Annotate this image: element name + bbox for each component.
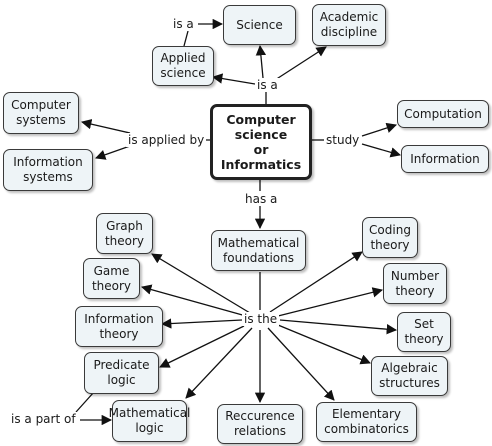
edge-appliedby-to-compsys (80, 119, 131, 134)
node-computer-science[interactable]: Computer science or Informatics (210, 104, 312, 180)
edge-applied-to-isa-top (183, 30, 189, 47)
node-predicate-logic[interactable]: Predicate logic (84, 352, 159, 394)
node-number-theory[interactable]: Number theory (383, 263, 447, 304)
edge-isthe-to-coding (269, 251, 363, 313)
edge-predicate-to-partof (75, 391, 95, 413)
node-information[interactable]: Information (401, 145, 489, 173)
node-coding-theory[interactable]: Coding theory (362, 217, 418, 258)
link-label-is-the: is the (242, 312, 280, 326)
node-mathematical-foundations[interactable]: Mathematical foundations (211, 230, 306, 271)
edge-isa-to-academic (274, 46, 327, 81)
edge-isa-to-applied (211, 73, 256, 85)
edge-appliedby-to-infosys (95, 145, 131, 160)
edge-isthe-to-combinatorics (267, 327, 335, 401)
edge-isthe-to-algebraic (277, 324, 371, 365)
link-label-is-a: is a (255, 78, 280, 92)
edge-study-to-computation (361, 122, 397, 137)
node-mathematical-logic[interactable]: Mathematical logic (109, 400, 190, 442)
link-label-is-a-part-of: is a part of (9, 412, 78, 426)
node-computation[interactable]: Computation (397, 100, 489, 128)
edge-isa-to-science (255, 44, 267, 79)
node-applied-science[interactable]: Applied science (152, 46, 214, 86)
node-academic-discipline[interactable]: Academic discipline (312, 4, 386, 46)
edge-isthe-to-set (279, 319, 398, 335)
edge-isthe-to-graph (151, 253, 251, 314)
link-label-is-a-top: is a (171, 17, 196, 31)
node-information-systems[interactable]: Information systems (3, 149, 93, 191)
edge-isthe-to-number (277, 287, 384, 317)
node-computer-systems[interactable]: Computer systems (3, 92, 79, 134)
edge-isthe-to-predicate (159, 325, 245, 368)
edge-isthe-to-game (140, 284, 247, 317)
node-game-theory[interactable]: Game theory (83, 258, 140, 299)
link-label-study: study (324, 133, 362, 147)
link-label-is-applied-by: is applied by (126, 133, 207, 147)
link-label-has-a: has a (243, 192, 280, 206)
node-set-theory[interactable]: Set theory (397, 312, 451, 352)
node-algebraic-structures[interactable]: Algebraic structures (371, 356, 448, 396)
edge-isthe-to-infotheory (160, 318, 243, 329)
node-information-theory[interactable]: Information theory (75, 306, 163, 347)
node-recurrence-relations[interactable]: Reccurence relations (217, 404, 303, 444)
node-elementary-combinatorics[interactable]: Elementary combinatorics (316, 402, 417, 442)
edge-study-to-information (361, 143, 401, 158)
edge-isthe-to-mathlogic (185, 327, 253, 399)
node-science[interactable]: Science (223, 5, 296, 45)
node-graph-theory[interactable]: Graph theory (96, 213, 153, 254)
